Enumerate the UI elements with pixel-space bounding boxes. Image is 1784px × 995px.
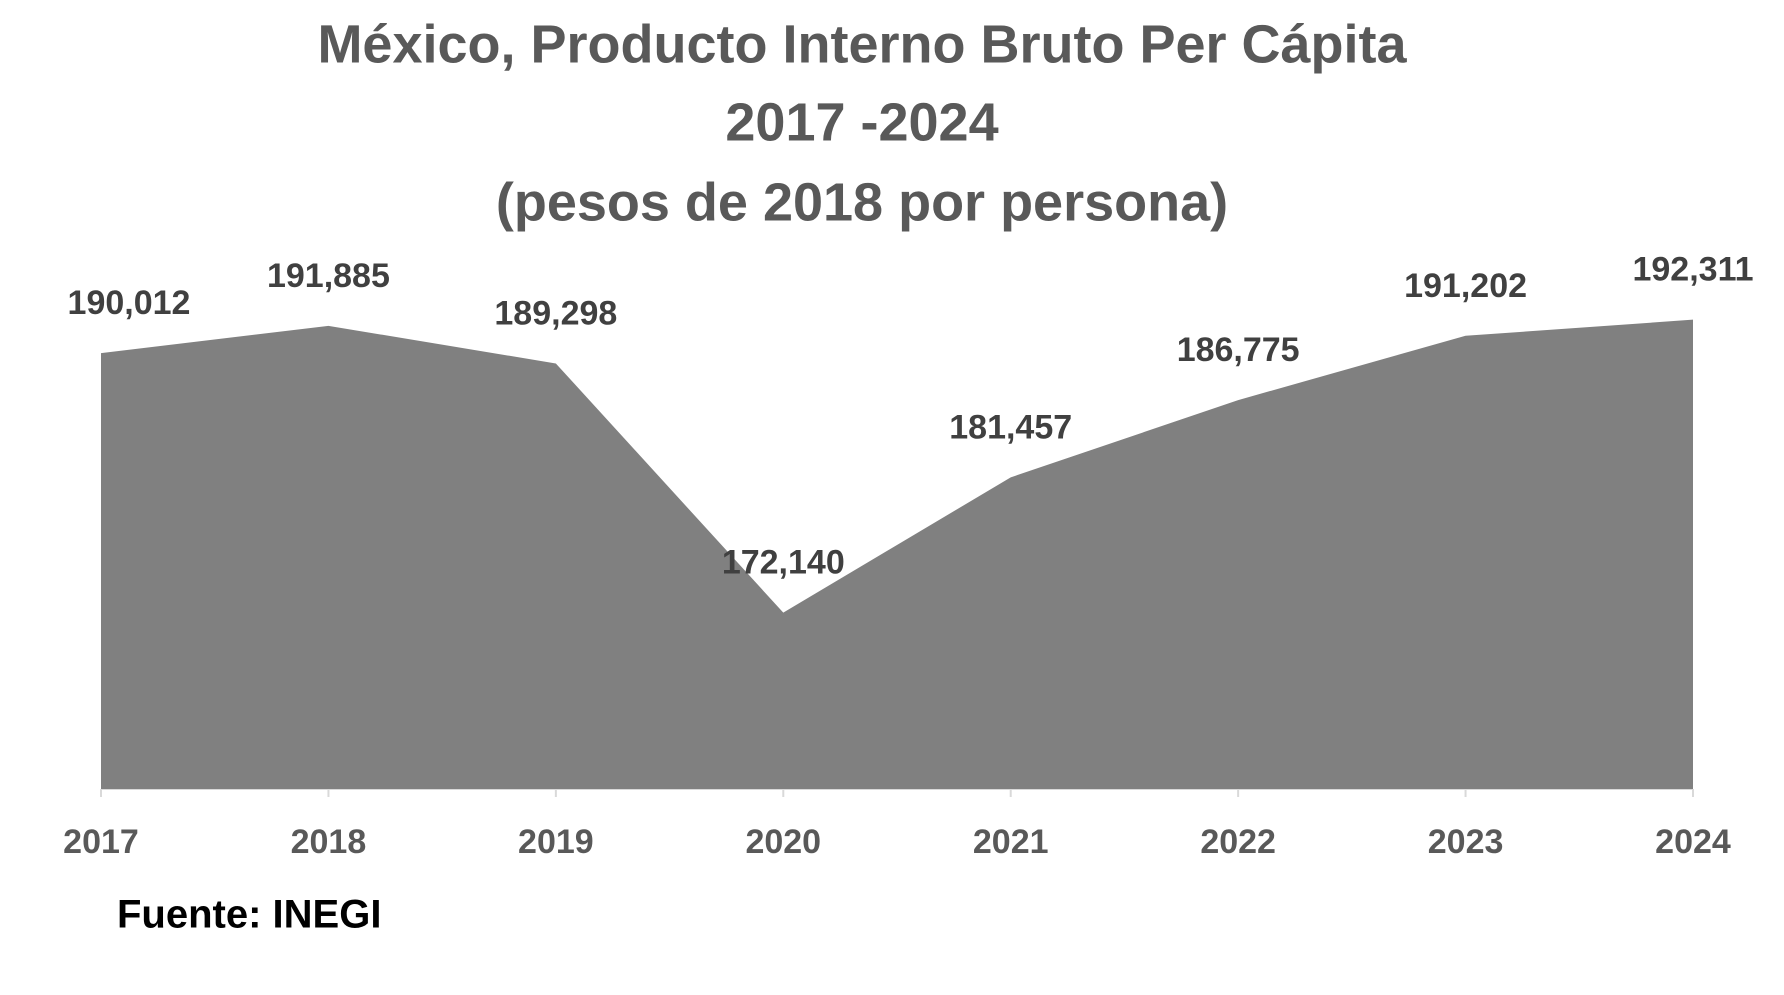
x-tick-label: 2021 xyxy=(973,823,1049,861)
source-note: Fuente: INEGI xyxy=(117,893,381,937)
data-label: 189,298 xyxy=(494,294,617,332)
data-label: 192,311 xyxy=(1632,251,1753,289)
data-label: 181,457 xyxy=(949,408,1072,446)
chart-title: México, Producto Interno Bruto Per Cápit… xyxy=(317,14,1407,74)
area xyxy=(101,319,1693,789)
x-tick-label: 2018 xyxy=(291,823,367,861)
data-label: 172,140 xyxy=(722,544,845,582)
x-tick-label: 2022 xyxy=(1200,823,1276,861)
chart-title: 2017 -2024 xyxy=(725,92,998,152)
data-label: 186,775 xyxy=(1177,331,1300,369)
x-tick-label: 2023 xyxy=(1428,823,1504,861)
x-tick-label: 2020 xyxy=(745,823,821,861)
x-tick-label: 2024 xyxy=(1655,823,1731,861)
chart-subtitle: (pesos de 2018 por persona) xyxy=(496,172,1228,232)
x-tick-label: 2019 xyxy=(518,823,594,861)
data-label: 190,012 xyxy=(68,284,191,322)
data-label: 191,202 xyxy=(1404,267,1527,305)
x-tick-label: 2017 xyxy=(63,823,139,861)
data-label: 191,885 xyxy=(267,257,390,295)
